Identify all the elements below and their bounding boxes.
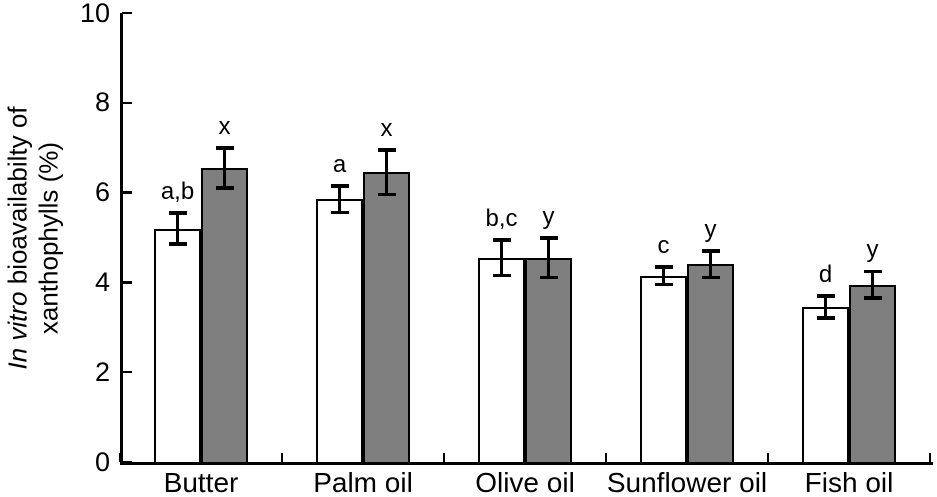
- x-tick: [604, 453, 608, 462]
- significance-label: y: [542, 202, 555, 230]
- category-label: Fish oil: [804, 467, 894, 497]
- error-bar-cap-bottom: [701, 275, 720, 280]
- y-axis-title-text: In vitro bioavailabilty of xanthophylls …: [2, 13, 66, 462]
- error-bar-cap-bottom: [654, 282, 673, 287]
- bar-open: [478, 257, 525, 464]
- significance-label: x: [380, 114, 393, 142]
- x-tick: [280, 453, 284, 462]
- x-tick: [118, 453, 122, 462]
- category-label: Butter: [163, 467, 239, 497]
- bar-grey: [849, 284, 896, 464]
- bar-grey: [363, 172, 410, 464]
- error-bar-cap-top: [654, 265, 673, 269]
- error-bar-line: [547, 237, 550, 278]
- x-tick: [766, 453, 770, 462]
- y-tick: [122, 11, 132, 15]
- error-bar-line: [176, 212, 179, 245]
- significance-label: c: [657, 231, 670, 259]
- x-tick: [928, 453, 932, 462]
- error-bar-line: [385, 149, 388, 195]
- significance-label: a: [332, 150, 347, 178]
- y-axis: [120, 13, 123, 462]
- y-tick: [122, 191, 132, 194]
- error-bar-cap-bottom: [539, 275, 558, 280]
- error-bar-cap-top: [492, 238, 511, 242]
- error-bar-line: [500, 239, 503, 276]
- error-bar-cap-bottom: [215, 186, 234, 190]
- significance-label: a,b: [160, 177, 195, 205]
- significance-label: b,c: [485, 204, 518, 232]
- error-bar-cap-bottom: [816, 316, 835, 320]
- significance-label: x: [218, 112, 231, 140]
- bar-grey: [201, 167, 248, 464]
- y-axis-title-italic: In vitro: [2, 290, 32, 370]
- y-axis-title: In vitro bioavailabilty of xanthophylls …: [2, 13, 66, 462]
- y-tick-label: 4: [94, 266, 110, 297]
- error-bar-cap-bottom: [330, 210, 349, 215]
- y-tick: [122, 101, 132, 105]
- bar-open: [154, 228, 201, 464]
- error-bar-line: [338, 185, 341, 213]
- y-axis-title-rest: bioavailabilty of: [2, 105, 32, 291]
- error-bar-cap-bottom: [492, 273, 511, 278]
- error-bar-line: [662, 266, 665, 285]
- y-tick: [122, 460, 132, 464]
- error-bar-cap-top: [539, 236, 558, 240]
- error-bar-line: [824, 295, 827, 319]
- error-bar-cap-bottom: [863, 296, 882, 300]
- x-tick: [442, 453, 446, 462]
- category-label: Olive oil: [475, 467, 575, 497]
- error-bar-cap-top: [863, 269, 882, 274]
- error-bar-cap-top: [330, 184, 349, 188]
- bar-grey: [525, 257, 572, 464]
- y-tick-label: 0: [94, 446, 110, 477]
- error-bar-cap-bottom: [377, 192, 396, 197]
- significance-label: d: [818, 260, 833, 288]
- error-bar-line: [709, 250, 712, 278]
- error-bar-cap-top: [701, 249, 720, 253]
- error-bar-line: [871, 271, 874, 299]
- y-tick-label: 6: [94, 177, 110, 208]
- significance-label: y: [704, 215, 717, 243]
- bar-open: [316, 199, 363, 464]
- error-bar-cap-top: [816, 294, 835, 298]
- error-bar-cap-top: [377, 148, 396, 152]
- y-tick-label: 8: [94, 87, 110, 118]
- error-bar-line: [223, 147, 226, 189]
- error-bar-cap-top: [168, 211, 187, 215]
- y-tick-label: 10: [79, 0, 110, 28]
- bar-open: [640, 275, 687, 464]
- error-bar-cap-bottom: [168, 242, 187, 246]
- bar-open: [802, 307, 849, 464]
- y-tick-label: 2: [94, 356, 110, 387]
- category-label: Sunflower oil: [606, 467, 768, 497]
- bar-grey: [687, 264, 734, 464]
- error-bar-cap-top: [215, 146, 234, 150]
- y-tick: [122, 281, 132, 284]
- category-label: Palm oil: [313, 467, 413, 497]
- y-axis-title-line2: xanthophylls (%): [33, 141, 63, 334]
- significance-label: y: [866, 236, 879, 264]
- y-tick: [122, 370, 132, 374]
